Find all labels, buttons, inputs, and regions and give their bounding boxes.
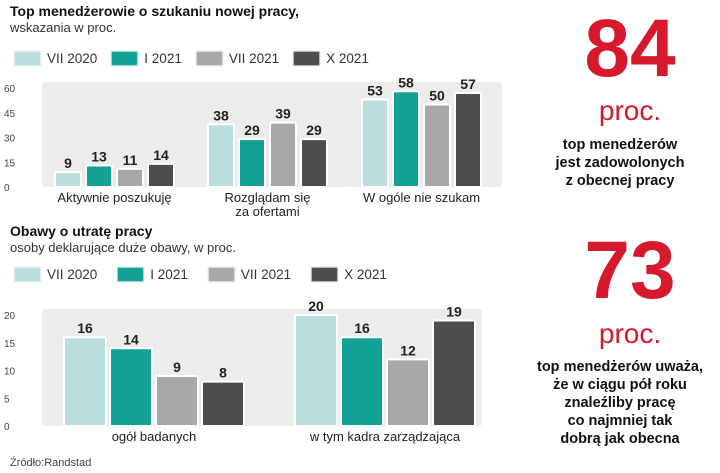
legend-item: VII 2020 xyxy=(14,267,97,282)
chart2-subtitle: osoby deklarujące duże obawy, w proc. xyxy=(10,240,236,255)
legend-swatch xyxy=(14,267,41,282)
chart1-plot: 0 15 30 45 60 9 13 11 14 Aktywnie poszukuję 38 29 39… xyxy=(4,74,502,219)
legend-label: X 2021 xyxy=(326,51,369,66)
y-tick-label: 30 xyxy=(4,134,16,145)
highlight1-unit: proc. xyxy=(598,95,662,126)
bar xyxy=(294,314,338,427)
bar xyxy=(454,91,482,189)
legend-swatch xyxy=(14,51,41,66)
bar xyxy=(207,123,235,188)
chart1-legend: VII 2020 I 2021 VII 2021 X 2021 xyxy=(14,51,383,66)
legend-item: VII 2021 xyxy=(207,267,292,282)
bar xyxy=(423,103,451,188)
y-tick-label: 5 xyxy=(4,394,10,405)
data-label: 29 xyxy=(306,122,322,138)
legend-item: I 2021 xyxy=(117,267,188,282)
legend-label: VII 2020 xyxy=(47,51,98,66)
bar xyxy=(269,121,297,188)
highlight2-text: top menedżerów uważa, że w ciągu pół rok… xyxy=(537,359,703,447)
y-tick-label: 60 xyxy=(4,84,16,95)
chart1-subtitle: wskazania w proc. xyxy=(10,20,117,35)
legend-swatch xyxy=(195,51,223,66)
bar xyxy=(63,336,107,428)
highlight1-number: 84 xyxy=(584,3,676,94)
bar xyxy=(340,336,384,428)
bar xyxy=(300,138,328,188)
bar xyxy=(201,380,245,427)
category-label: W ogóle nie szukam xyxy=(363,190,480,205)
legend-swatch xyxy=(111,51,139,66)
data-label: 16 xyxy=(354,320,370,336)
y-tick-label: 10 xyxy=(4,367,16,378)
highlight1-text: top menedżerów jest zadowolonych z obecn… xyxy=(555,137,685,189)
legend-item: VII 2020 xyxy=(14,51,97,66)
bar xyxy=(155,375,199,428)
category-label: ogół badanych xyxy=(112,429,197,444)
bar xyxy=(147,162,175,189)
data-label: 8 xyxy=(219,365,227,381)
legend-item: X 2021 xyxy=(293,51,369,66)
chart1-title: Top menedżerowie o szukaniu nowej pracy, xyxy=(10,3,299,19)
legend-label: X 2021 xyxy=(344,267,387,282)
bar xyxy=(109,347,153,427)
data-label: 19 xyxy=(446,304,462,320)
bar xyxy=(116,167,144,188)
source-note: Źródło:Randstad xyxy=(10,457,92,469)
category-label: w tym kadra zarządzająca xyxy=(309,429,461,444)
bar xyxy=(432,319,476,427)
legend-swatch xyxy=(117,267,145,282)
legend-item: VII 2021 xyxy=(195,51,280,66)
bar xyxy=(54,171,82,189)
data-label: 12 xyxy=(400,342,416,358)
chart2-legend: VII 2020 I 2021 VII 2021 X 2021 xyxy=(14,267,407,282)
data-label: 29 xyxy=(244,122,260,138)
bar xyxy=(361,98,389,188)
data-label: 58 xyxy=(398,74,414,90)
data-label: 57 xyxy=(460,76,476,92)
data-label: 14 xyxy=(123,331,139,347)
data-label: 11 xyxy=(123,152,138,168)
data-label: 50 xyxy=(429,88,445,104)
highlight2-unit: proc. xyxy=(598,318,662,349)
legend-label: VII 2020 xyxy=(47,267,98,282)
y-tick-label: 0 xyxy=(4,422,10,433)
data-label: 9 xyxy=(173,359,181,375)
data-label: 38 xyxy=(213,107,229,123)
data-label: 39 xyxy=(275,106,291,122)
y-tick-label: 0 xyxy=(4,183,10,194)
legend-label: I 2021 xyxy=(150,267,188,282)
legend-swatch xyxy=(207,267,235,282)
y-tick-label: 45 xyxy=(4,109,16,120)
data-label: 16 xyxy=(77,320,93,336)
chart2-plot: 0 5 10 15 20 16 14 9 8 ogół badanych 20 16 12 19 w tym… xyxy=(4,298,482,444)
data-label: 20 xyxy=(308,298,324,314)
bar xyxy=(85,164,113,189)
legend-item: X 2021 xyxy=(311,267,387,282)
category-label: za ofertami xyxy=(235,204,299,219)
legend-label: VII 2021 xyxy=(240,267,292,282)
legend-swatch xyxy=(293,51,321,66)
bar xyxy=(392,90,420,188)
y-tick-label: 15 xyxy=(4,158,16,169)
highlight2-number: 73 xyxy=(584,225,676,316)
y-tick-label: 20 xyxy=(4,311,16,322)
data-label: 53 xyxy=(367,83,383,99)
legend-label: I 2021 xyxy=(144,51,182,66)
data-label: 13 xyxy=(91,149,107,165)
data-label: 9 xyxy=(64,155,72,171)
legend-label: VII 2021 xyxy=(228,51,280,66)
legend-swatch xyxy=(311,267,339,282)
bar xyxy=(386,358,430,427)
legend-item: I 2021 xyxy=(111,51,182,66)
category-label: Rozglądam się xyxy=(225,190,311,205)
category-label: Aktywnie poszukuję xyxy=(57,190,171,205)
y-tick-label: 15 xyxy=(4,339,16,350)
chart2-title: Obawy o utratę pracy xyxy=(10,223,153,239)
data-label: 14 xyxy=(153,147,169,163)
bar xyxy=(238,138,266,188)
